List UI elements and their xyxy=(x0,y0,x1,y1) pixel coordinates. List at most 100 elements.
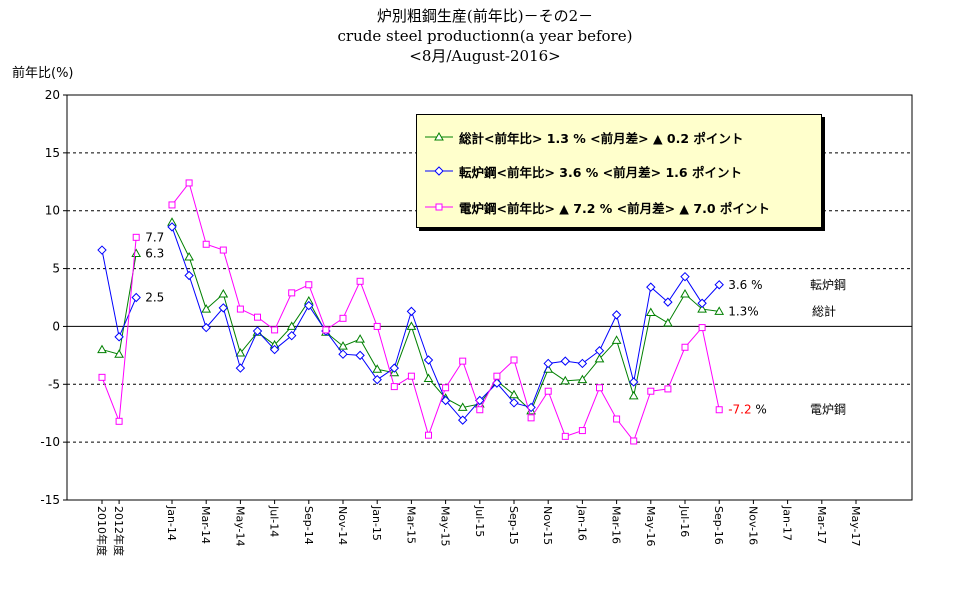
data-point-bof xyxy=(97,245,107,255)
data-point-total xyxy=(663,317,673,327)
data-point-total xyxy=(611,335,622,344)
y-tick-label: 20 xyxy=(45,88,60,102)
data-point-bof xyxy=(509,398,519,408)
data-point-eaf xyxy=(339,314,347,322)
data-point-bof xyxy=(252,326,263,336)
data-point-total xyxy=(645,307,656,317)
y-tick-label: 10 xyxy=(45,204,60,218)
data-point-bof xyxy=(184,270,194,281)
data-point-bof xyxy=(697,298,707,308)
data-point-eaf xyxy=(613,415,621,423)
legend-item-total: 総計<前年比> 1.3 % <前月差> ▲ 0.2 ポイント xyxy=(425,127,743,147)
data-point-total xyxy=(114,349,124,358)
data-label-total-latest: 1.3% xyxy=(728,304,759,318)
data-point-eaf xyxy=(698,324,706,332)
y-tick-label: 0 xyxy=(52,319,60,333)
data-point-eaf xyxy=(510,356,518,364)
data-point-total xyxy=(680,289,690,298)
y-tick-label: -15 xyxy=(40,493,60,507)
data-point-eaf xyxy=(664,385,672,393)
data-point-eaf xyxy=(596,384,603,392)
data-point-total xyxy=(372,364,383,373)
legend-item-bof: 転炉鋼<前年比> 3.6 % <前月差> 1.6 ポイント xyxy=(425,161,742,181)
data-point-bof xyxy=(286,330,297,341)
data-point-eaf xyxy=(425,431,432,439)
x-tick-label: Nov-16 xyxy=(746,506,759,545)
data-point-bof xyxy=(680,271,690,282)
data-point-total xyxy=(355,334,365,343)
data-point-bof xyxy=(611,310,622,320)
data-point-eaf xyxy=(202,240,210,248)
data-point-total xyxy=(714,306,725,315)
data-point-bof xyxy=(269,344,280,355)
y-tick-label: 15 xyxy=(45,146,60,160)
data-point-eaf xyxy=(407,372,415,380)
data-point-total xyxy=(184,251,194,261)
data-point-total xyxy=(509,389,519,399)
data-label-eaf-annual: 7.7 xyxy=(145,230,164,244)
plot-area xyxy=(66,94,913,501)
data-point-eaf xyxy=(132,233,140,241)
x-tick-label: 2010年度 xyxy=(95,506,109,556)
data-point-total xyxy=(406,321,417,330)
chart-subtitle-date: <8月/August-2016> xyxy=(409,47,561,65)
x-tick-label: Jan-15 xyxy=(370,505,383,541)
data-point-bof xyxy=(663,297,673,307)
data-label-total-annual: 6.3 xyxy=(145,247,164,261)
legend-label-bof: 転炉鋼<前年比> 3.6 % <前月差> 1.6 ポイント xyxy=(459,164,742,180)
x-tick-label: May-17 xyxy=(849,506,862,547)
chart-title-block: 炉別粗鋼生産(前年比)－その2－ crude steel productionn… xyxy=(0,6,970,66)
x-tick-label: Nov-14 xyxy=(336,506,349,545)
data-point-bof xyxy=(714,280,724,290)
data-point-bof xyxy=(218,303,229,313)
data-point-eaf xyxy=(442,384,450,392)
x-tick-label: Nov-15 xyxy=(541,506,554,545)
data-point-total xyxy=(423,373,434,382)
x-tick-label: Jul-15 xyxy=(473,505,486,537)
data-point-total xyxy=(560,375,571,385)
data-point-eaf xyxy=(493,372,501,380)
data-point-bof xyxy=(560,356,571,366)
data-label-bof-annual: 2.5 xyxy=(145,291,164,305)
x-tick-label: Jul-16 xyxy=(678,505,691,537)
data-point-bof xyxy=(423,355,434,365)
x-tick-label: May-15 xyxy=(439,506,452,547)
data-label-eaf-latest: -7.2 % xyxy=(728,403,767,417)
x-tick-label: Sep-14 xyxy=(302,506,315,545)
data-point-eaf xyxy=(561,432,569,440)
y-tick-label: -5 xyxy=(48,377,60,391)
data-point-bof xyxy=(475,395,485,406)
data-point-eaf xyxy=(98,373,106,381)
x-tick-label: 2012年度 xyxy=(112,506,126,556)
data-point-bof xyxy=(594,346,605,356)
data-point-eaf xyxy=(185,179,193,187)
data-point-bof xyxy=(457,415,468,425)
legend-swatch-total xyxy=(425,131,453,141)
legend-label-total: 総計<前年比> 1.3 % <前月差> ▲ 0.2 ポイント xyxy=(459,130,744,146)
data-point-bof xyxy=(389,363,400,373)
data-point-total xyxy=(697,304,707,313)
y-tick-label: -10 xyxy=(40,435,60,449)
data-point-total xyxy=(577,374,588,384)
y-axis-label: 前年比(%) xyxy=(12,66,74,81)
data-point-eaf xyxy=(288,289,296,297)
data-point-eaf xyxy=(219,246,227,254)
legend-label-eaf: 電炉鋼<前年比> ▲ 7.2 % <前月差> ▲ 7.0 ポイント xyxy=(459,200,770,216)
data-point-total xyxy=(131,248,142,258)
data-point-eaf xyxy=(236,305,244,313)
data-point-total xyxy=(97,344,107,354)
data-point-eaf xyxy=(322,326,330,334)
series-line-eaf-annual xyxy=(101,237,137,422)
legend: 総計<前年比> 1.3 % <前月差> ▲ 0.2 ポイント 転炉鋼<前年比> … xyxy=(416,114,822,228)
x-tick-label: Mar-16 xyxy=(610,506,623,544)
x-tick-label: Jan-17 xyxy=(781,505,794,541)
data-point-bof xyxy=(304,300,314,311)
data-point-eaf xyxy=(459,357,467,365)
data-point-eaf xyxy=(630,437,638,445)
data-point-bof xyxy=(167,222,177,232)
data-point-bof xyxy=(201,322,211,333)
data-label-eaf-latest-unit: % xyxy=(752,403,767,417)
legend-item-eaf: 電炉鋼<前年比> ▲ 7.2 % <前月差> ▲ 7.0 ポイント xyxy=(425,197,770,217)
x-tick-label: Mar-15 xyxy=(404,506,417,544)
